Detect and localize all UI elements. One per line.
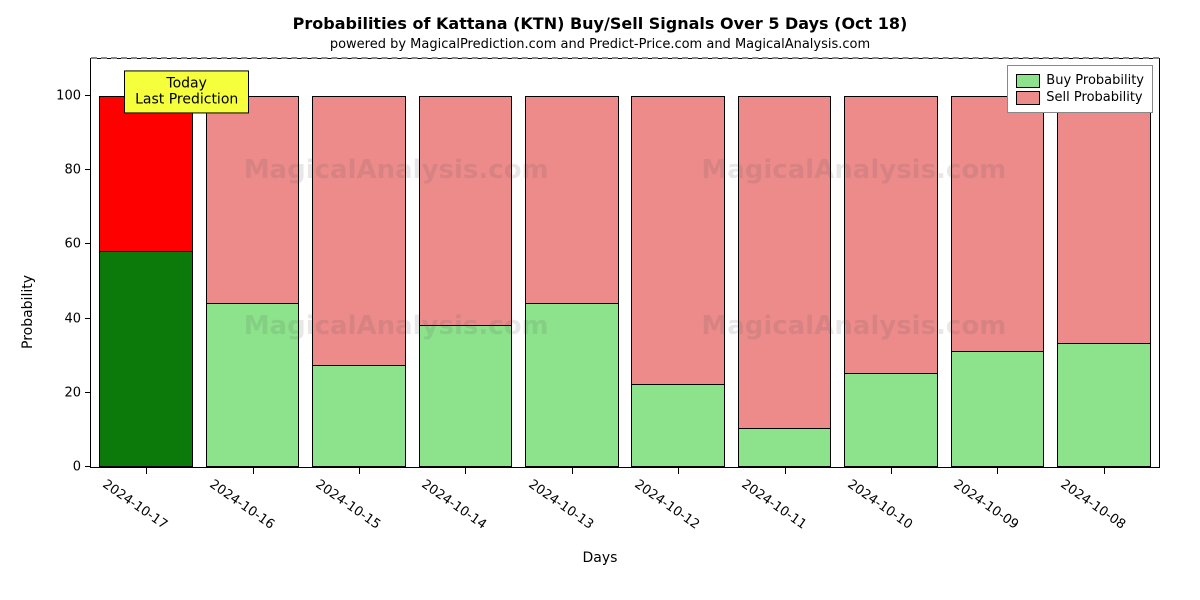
- bar-slot: 2024-10-13: [519, 59, 625, 467]
- y-tick-mark: [85, 466, 91, 467]
- bar-sell-segment: [845, 97, 937, 374]
- y-tick-label: 0: [31, 460, 81, 475]
- x-tick-mark: [359, 468, 360, 474]
- bar-stack: [99, 96, 193, 467]
- legend-label-buy: Buy Probability: [1046, 73, 1144, 88]
- bar-slot: 2024-10-15: [306, 59, 412, 467]
- chart-container: Probabilities of Kattana (KTN) Buy/Sell …: [0, 0, 1200, 600]
- legend-item-buy: Buy Probability: [1016, 73, 1144, 88]
- bars-container: 2024-10-172024-10-162024-10-152024-10-14…: [91, 59, 1159, 467]
- x-tick-label: 2024-10-16: [206, 477, 277, 533]
- bar-buy-segment: [1058, 344, 1150, 466]
- x-tick-mark: [678, 468, 679, 474]
- bar-stack: [951, 96, 1045, 467]
- x-tick-mark: [146, 468, 147, 474]
- y-tick-label: 100: [31, 89, 81, 104]
- bar-sell-segment: [952, 97, 1044, 352]
- bar-stack: [312, 96, 406, 467]
- bar-buy-segment: [526, 304, 618, 466]
- y-tick-mark: [85, 169, 91, 170]
- x-tick-mark: [997, 468, 998, 474]
- bar-stack: [206, 96, 300, 467]
- plot-area: Buy Probability Sell Probability 2024-10…: [90, 58, 1160, 468]
- x-tick-mark: [1104, 468, 1105, 474]
- bar-slot: 2024-10-16: [199, 59, 305, 467]
- bar-stack: [844, 96, 938, 467]
- bar-sell-segment: [1058, 97, 1150, 344]
- bar-buy-segment: [100, 252, 192, 466]
- bar-stack: [419, 96, 513, 467]
- x-tick-label: 2024-10-09: [951, 477, 1022, 533]
- annotation-line2: Last Prediction: [135, 92, 238, 109]
- y-tick-label: 80: [31, 163, 81, 178]
- x-tick-label: 2024-10-14: [419, 477, 490, 533]
- bar-slot: 2024-10-12: [625, 59, 731, 467]
- x-tick-label: 2024-10-15: [313, 477, 384, 533]
- y-tick-label: 60: [31, 237, 81, 252]
- bar-stack: [631, 96, 725, 467]
- legend-swatch-buy: [1016, 74, 1040, 88]
- today-annotation: TodayLast Prediction: [124, 70, 249, 114]
- bar-sell-segment: [739, 97, 831, 429]
- x-axis-label: Days: [20, 550, 1180, 566]
- y-tick-mark: [85, 95, 91, 96]
- x-tick-label: 2024-10-12: [632, 477, 703, 533]
- annotation-line1: Today: [135, 75, 238, 92]
- bar-sell-segment: [526, 97, 618, 304]
- x-tick-mark: [465, 468, 466, 474]
- bar-stack: [738, 96, 832, 467]
- bar-slot: 2024-10-14: [412, 59, 518, 467]
- x-tick-label: 2024-10-17: [100, 477, 171, 533]
- bar-sell-segment: [100, 97, 192, 252]
- chart-title: Probabilities of Kattana (KTN) Buy/Sell …: [20, 14, 1180, 33]
- legend-label-sell: Sell Probability: [1046, 90, 1142, 105]
- chart-subtitle: powered by MagicalPrediction.com and Pre…: [20, 37, 1180, 52]
- bar-sell-segment: [313, 97, 405, 366]
- x-tick-mark: [785, 468, 786, 474]
- bar-buy-segment: [632, 385, 724, 466]
- bar-buy-segment: [207, 304, 299, 466]
- x-tick-label: 2024-10-11: [738, 477, 809, 533]
- bar-buy-segment: [313, 366, 405, 466]
- x-tick-mark: [891, 468, 892, 474]
- reference-line: [91, 57, 1159, 59]
- bar-buy-segment: [845, 374, 937, 466]
- bar-slot: 2024-10-10: [838, 59, 944, 467]
- y-tick-mark: [85, 392, 91, 393]
- bar-slot: 2024-10-09: [944, 59, 1050, 467]
- y-tick-mark: [85, 243, 91, 244]
- y-tick-label: 40: [31, 311, 81, 326]
- y-tick-label: 20: [31, 385, 81, 400]
- bar-slot: 2024-10-08: [1051, 59, 1157, 467]
- y-tick-mark: [85, 318, 91, 319]
- bar-sell-segment: [207, 97, 299, 304]
- legend-swatch-sell: [1016, 91, 1040, 105]
- bar-stack: [525, 96, 619, 467]
- bar-slot: 2024-10-11: [731, 59, 837, 467]
- legend: Buy Probability Sell Probability: [1007, 65, 1153, 113]
- x-tick-label: 2024-10-08: [1057, 477, 1128, 533]
- bar-slot: 2024-10-17: [93, 59, 199, 467]
- x-tick-label: 2024-10-13: [525, 477, 596, 533]
- bar-sell-segment: [632, 97, 724, 385]
- x-tick-label: 2024-10-10: [845, 477, 916, 533]
- bar-stack: [1057, 96, 1151, 467]
- bar-buy-segment: [420, 326, 512, 466]
- x-tick-mark: [572, 468, 573, 474]
- x-tick-mark: [253, 468, 254, 474]
- bar-buy-segment: [739, 429, 831, 466]
- bar-sell-segment: [420, 97, 512, 326]
- legend-item-sell: Sell Probability: [1016, 90, 1144, 105]
- bar-buy-segment: [952, 352, 1044, 466]
